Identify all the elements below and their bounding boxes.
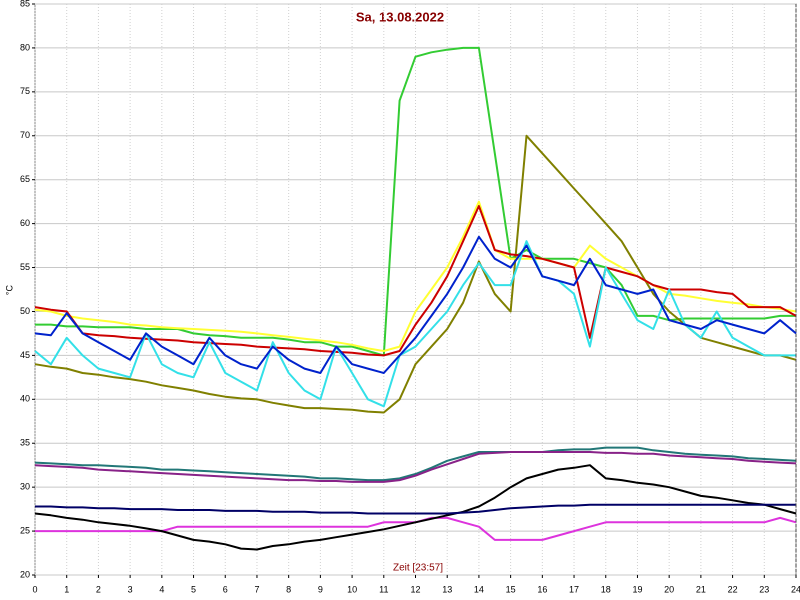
x-tick-label: 24 bbox=[791, 584, 800, 594]
y-tick-label: 80 bbox=[20, 42, 30, 52]
x-tick-label: 9 bbox=[318, 584, 323, 594]
x-tick-label: 21 bbox=[696, 584, 706, 594]
x-tick-label: 13 bbox=[442, 584, 452, 594]
x-tick-label: 12 bbox=[410, 584, 420, 594]
x-tick-label: 6 bbox=[223, 584, 228, 594]
x-tick-label: 10 bbox=[347, 584, 357, 594]
y-tick-label: 30 bbox=[20, 482, 30, 492]
series-line bbox=[34, 235, 797, 374]
x-tick-label: 8 bbox=[286, 584, 291, 594]
x-tick-label: 17 bbox=[569, 584, 579, 594]
series-line bbox=[34, 464, 797, 551]
y-tick-label: 70 bbox=[20, 130, 30, 140]
y-tick-label: 35 bbox=[20, 438, 30, 448]
y-tick-label: 50 bbox=[20, 306, 30, 316]
x-tick-label: 4 bbox=[159, 584, 164, 594]
x-tick-label: 11 bbox=[379, 584, 388, 594]
series-line bbox=[34, 134, 797, 414]
y-tick-label: 75 bbox=[20, 86, 30, 96]
x-tick-label: 3 bbox=[128, 584, 133, 594]
x-tick-label: 22 bbox=[728, 584, 738, 594]
y-tick-label: 85 bbox=[20, 0, 30, 8]
chart-title: Sa, 13.08.2022 bbox=[356, 9, 444, 24]
x-tick-label: 2 bbox=[96, 584, 101, 594]
y-tick-label: 55 bbox=[20, 262, 30, 272]
y-tick-label: 25 bbox=[20, 525, 30, 535]
x-tick-label: 20 bbox=[664, 584, 674, 594]
x-tick-label: 7 bbox=[254, 584, 259, 594]
y-tick-label: 65 bbox=[20, 174, 30, 184]
x-tick-label: 0 bbox=[32, 584, 37, 594]
series-line bbox=[34, 446, 797, 482]
series-line bbox=[34, 200, 797, 352]
x-tick-label: 16 bbox=[537, 584, 547, 594]
y-tick-label: 60 bbox=[20, 218, 30, 228]
x-tick-label: 19 bbox=[632, 584, 642, 594]
x-tick-label: 14 bbox=[474, 584, 484, 594]
series-line bbox=[34, 240, 796, 408]
x-tick-label: 23 bbox=[759, 584, 769, 594]
x-axis-label: Zeit [23:57] bbox=[393, 563, 443, 574]
y-tick-label: 45 bbox=[20, 350, 30, 360]
y-axis-label: °C bbox=[4, 284, 14, 295]
y-tick-label: 20 bbox=[20, 569, 30, 579]
y-tick-label: 40 bbox=[20, 394, 30, 404]
x-tick-label: 5 bbox=[191, 584, 196, 594]
x-tick-label: 18 bbox=[601, 584, 611, 594]
x-tick-label: 15 bbox=[506, 584, 516, 594]
series-line bbox=[34, 451, 797, 483]
series-line bbox=[35, 503, 796, 515]
x-tick-label: 1 bbox=[64, 584, 69, 594]
